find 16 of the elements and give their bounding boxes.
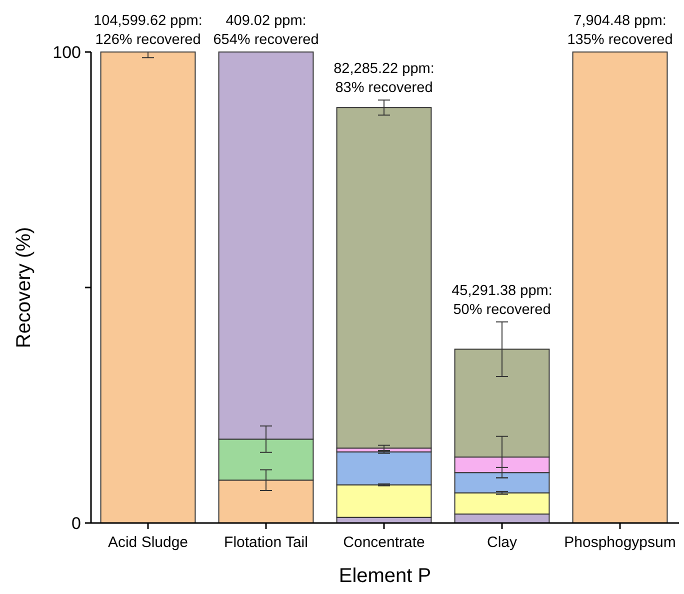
x-tick-label: Flotation Tail — [224, 534, 308, 551]
annotation: 104,599.62 ppm: 126% recovered — [94, 13, 202, 48]
annotation: 409.02 ppm: 654% recovered — [213, 13, 319, 48]
y-tick-label: 100 — [52, 42, 81, 62]
x-tick-label: Acid Sludge — [108, 534, 188, 551]
x-tick-label: Phosphogypsum — [564, 534, 676, 551]
annotation: 45,291.38 ppm: 50% recovered — [452, 282, 552, 318]
bar — [572, 52, 668, 524]
bar — [100, 52, 196, 524]
x-axis-title: Element P — [338, 565, 432, 587]
y-tick-label: 0 — [72, 514, 81, 533]
x-tick-label: Concentrate — [343, 534, 425, 551]
y-axis-title: Recovery (%) — [13, 226, 35, 348]
annotation: 7,904.48 ppm: 135% recovered — [567, 13, 673, 48]
annotation: 82,285.22 ppm: 83% recovered — [334, 61, 434, 96]
x-tick-label: Clay — [486, 534, 518, 551]
